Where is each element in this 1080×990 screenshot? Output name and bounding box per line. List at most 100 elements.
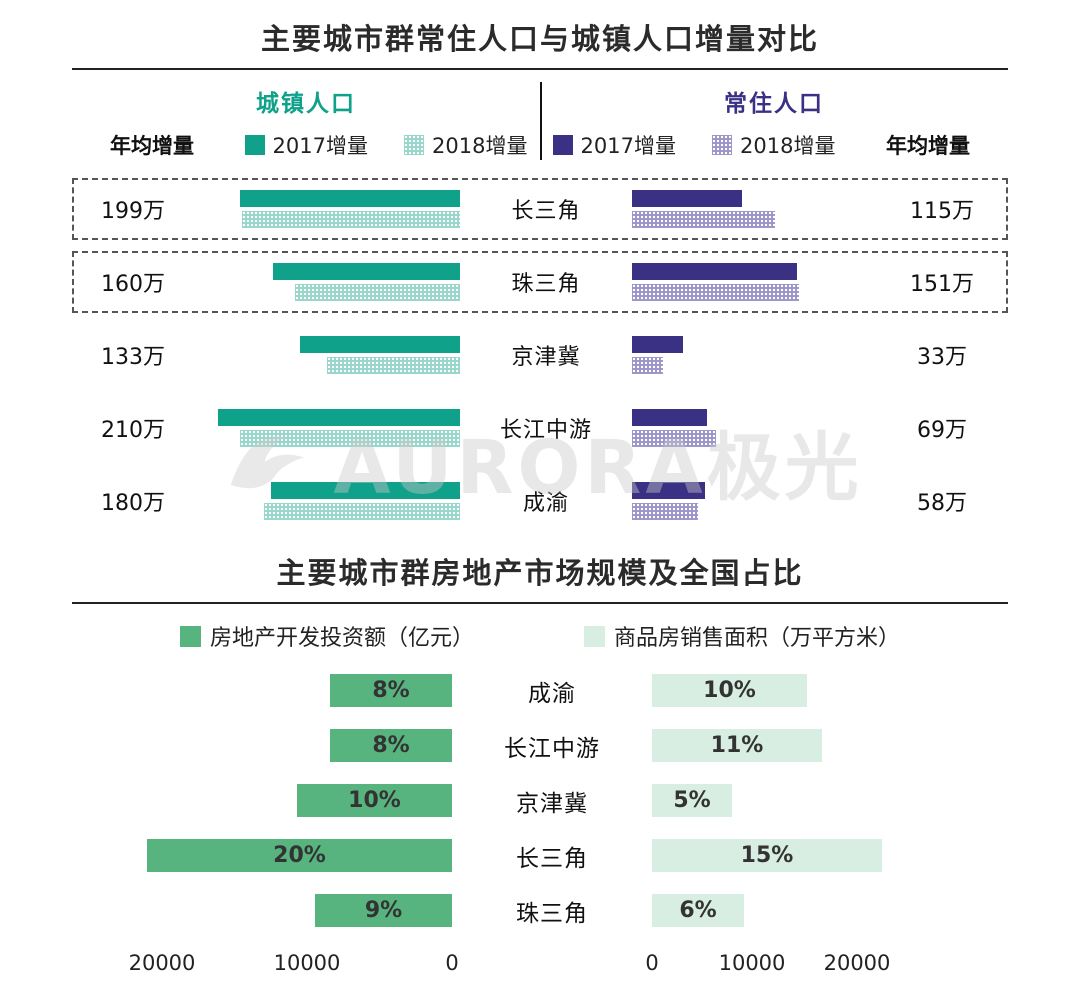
real-estate-row-zhusanjiao: 9% 珠三角 6%: [72, 894, 1008, 927]
resident-2018-bar: [632, 284, 799, 301]
real-estate-legend: 房地产开发投资额（亿元） 商品房销售面积（万平方米）: [0, 620, 1080, 652]
resident-2017-bar: [632, 263, 797, 280]
legend-label-investment: 房地产开发投资额（亿元）: [209, 626, 474, 651]
sales-pct-label: 10%: [703, 678, 756, 703]
investment-bar: 10%: [297, 784, 452, 817]
legend-label-sales-area: 商品房销售面积（万平方米）: [614, 626, 901, 651]
investment-pct-label: 10%: [348, 788, 401, 813]
legend-swatch-resident-2018: [712, 135, 732, 155]
urban-population-header: 城镇人口: [256, 91, 356, 117]
x-tick-right-20000: 20000: [823, 951, 891, 975]
investment-bar: 9%: [315, 894, 452, 927]
population-chart-header: 城镇人口 常住人口 年均增量 2017增量 2018增量 2017增量 2018…: [72, 78, 1008, 162]
divider-line-bottom: [72, 602, 1008, 604]
sales-area-bar: 15%: [652, 839, 882, 872]
urban-2018-bar: [327, 357, 460, 374]
investment-bar: 20%: [147, 839, 452, 872]
urban-avg-value: 199万: [101, 199, 165, 224]
population-row-jingjinji: 133万 京津冀 33万: [72, 324, 1008, 386]
legend-item-sales-area: 商品房销售面积（万平方米）: [584, 620, 900, 652]
urban-avg-value: 180万: [101, 491, 165, 516]
legend-label-resident-2017: 2017增量: [580, 134, 676, 158]
population-row-changsanjiao: 199万 长三角 115万: [72, 178, 1008, 240]
sales-pct-label: 11%: [710, 733, 764, 758]
city-label: 长三角: [516, 845, 588, 872]
investment-pct-label: 8%: [372, 678, 410, 703]
divider-line-top: [72, 68, 1008, 70]
x-tick-left-0: 0: [445, 951, 459, 975]
resident-2017-bar: [632, 482, 705, 499]
sales-area-bar: 5%: [652, 784, 732, 817]
real-estate-row-changsanjiao: 20% 长三角 15%: [72, 839, 1008, 872]
sales-area-bar: 6%: [652, 894, 744, 927]
resident-2017-bar: [632, 409, 707, 426]
urban-2017-bar: [271, 482, 460, 499]
city-label: 京津冀: [511, 345, 581, 370]
resident-2017-bar: [632, 190, 742, 207]
city-label: 京津冀: [516, 790, 588, 817]
urban-2017-bar: [218, 409, 460, 426]
real-estate-row-jingjinji: 10% 京津冀 5%: [72, 784, 1008, 817]
urban-avg-value: 210万: [101, 418, 165, 443]
investment-bar: 8%: [330, 674, 452, 707]
city-label: 成渝: [522, 491, 569, 516]
city-label: 长江中游: [504, 735, 600, 762]
legend-swatch-urban-2018: [404, 135, 424, 155]
investment-pct-label: 9%: [364, 898, 403, 923]
city-label: 珠三角: [516, 900, 588, 927]
population-row-chengyu: 180万 成渝 58万: [72, 470, 1008, 532]
legend-item-urban-2018: 2018增量: [404, 130, 527, 160]
investment-bar: 8%: [330, 729, 452, 762]
x-axis: 20000 10000 0 0 10000 20000: [72, 949, 1008, 977]
urban-2017-bar: [240, 190, 460, 207]
population-chart-title: 主要城市群常住人口与城镇人口增量对比: [260, 22, 819, 56]
urban-2017-bar: [273, 263, 460, 280]
city-label: 珠三角: [511, 272, 581, 297]
avg-increment-label-left: 年均增量: [110, 134, 194, 158]
sales-area-bar: 11%: [652, 729, 822, 762]
city-label: 长三角: [511, 199, 581, 224]
x-tick-left-10000: 10000: [273, 951, 341, 975]
population-legend: 年均增量 2017增量 2018增量 2017增量 2018增量 年均增量: [72, 128, 1008, 162]
center-divider-line: [540, 82, 542, 160]
legend-label-resident-2018: 2018增量: [740, 134, 836, 158]
population-increment-chart: 199万 长三角 115万 160万 珠三角 151万 133万 京津冀: [0, 178, 1080, 532]
resident-2018-bar: [632, 357, 663, 374]
legend-item-urban-2017: 2017增量: [244, 130, 368, 160]
legend-label-urban-2018: 2018增量: [432, 134, 528, 158]
urban-avg-value: 133万: [101, 345, 165, 370]
avg-increment-label-right: 年均增量: [886, 134, 970, 158]
city-label: 成渝: [528, 680, 576, 707]
city-label: 长江中游: [499, 418, 592, 443]
legend-swatch-sales-area: [584, 625, 605, 647]
x-tick-left-20000: 20000: [128, 951, 196, 975]
resident-avg-value: 69万: [917, 418, 967, 443]
urban-2018-bar: [295, 284, 460, 301]
legend-item-resident-2017: 2017增量: [552, 130, 676, 160]
resident-population-header: 常住人口: [724, 91, 824, 117]
x-tick-right-0: 0: [645, 951, 659, 975]
real-estate-chart: 8% 成渝 10% 8% 长江中游 11% 10% 京津冀: [0, 674, 1080, 977]
legend-swatch-investment: [179, 625, 201, 647]
urban-2018-bar: [264, 503, 460, 520]
urban-avg-value: 160万: [101, 272, 165, 297]
urban-2017-bar: [300, 336, 460, 353]
resident-avg-value: 33万: [917, 345, 967, 370]
x-tick-right-10000: 10000: [718, 951, 786, 975]
sales-pct-label: 5%: [673, 788, 711, 813]
legend-swatch-resident-2017: [552, 135, 573, 155]
sales-pct-label: 6%: [679, 898, 717, 923]
resident-avg-value: 151万: [910, 272, 974, 297]
investment-pct-label: 8%: [372, 733, 410, 758]
population-row-changjiangzhongyou: 210万 长江中游 69万: [72, 397, 1008, 459]
legend-item-investment: 房地产开发投资额（亿元）: [179, 620, 474, 652]
real-estate-row-chengyu: 8% 成渝 10%: [72, 674, 1008, 707]
resident-avg-value: 115万: [910, 199, 974, 224]
real-estate-row-changjiangzhongyou: 8% 长江中游 11%: [72, 729, 1008, 762]
resident-avg-value: 58万: [917, 491, 967, 516]
legend-label-urban-2017: 2017增量: [272, 134, 368, 158]
sales-area-bar: 10%: [652, 674, 807, 707]
resident-2018-bar: [632, 503, 698, 520]
population-row-zhusanjiao: 160万 珠三角 151万: [72, 251, 1008, 313]
legend-swatch-urban-2017: [244, 135, 265, 155]
